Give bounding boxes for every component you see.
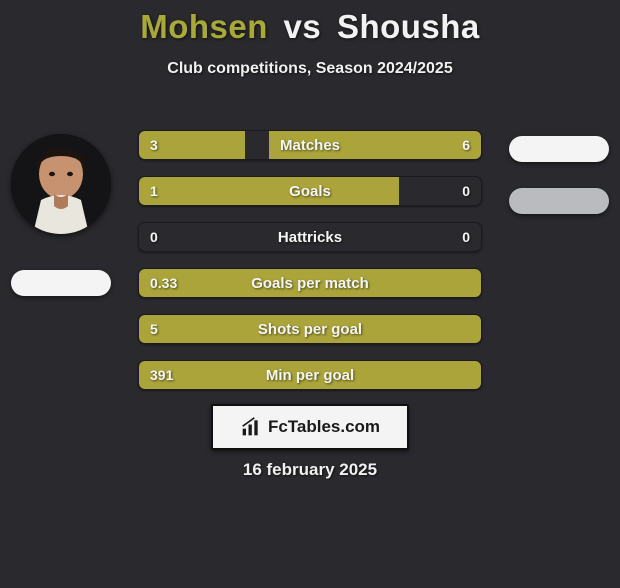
comparison-title: Mohsen vs Shousha xyxy=(0,8,620,46)
stat-row: 00Hattricks xyxy=(138,222,482,252)
stat-row: 10Goals xyxy=(138,176,482,206)
stat-label: Goals per match xyxy=(139,269,481,297)
brand-badge: FcTables.com xyxy=(211,404,409,450)
vs-label: vs xyxy=(284,8,322,45)
stat-bars: 36Matches 10Goals 00Hattricks 0.33Goals per… xyxy=(138,130,482,406)
date-label: 16 february 2025 xyxy=(0,460,620,480)
stat-label: Matches xyxy=(139,131,481,159)
player1-avatar xyxy=(11,134,111,234)
player2-club-pill xyxy=(509,188,609,214)
stat-label: Shots per goal xyxy=(139,315,481,343)
brand-text: FcTables.com xyxy=(268,417,380,437)
stat-row: 36Matches xyxy=(138,130,482,160)
player1-club-pill xyxy=(11,270,111,296)
avatar-placeholder-icon xyxy=(11,134,111,234)
stat-row: 391Min per goal xyxy=(138,360,482,390)
subtitle: Club competitions, Season 2024/2025 xyxy=(0,60,620,78)
stat-row: 5Shots per goal xyxy=(138,314,482,344)
brand-chart-icon xyxy=(240,417,262,437)
player2-avatar-pill xyxy=(509,136,609,162)
stat-label: Goals xyxy=(139,177,481,205)
player1-name: Mohsen xyxy=(140,8,268,45)
stat-row: 0.33Goals per match xyxy=(138,268,482,298)
player2-name: Shousha xyxy=(337,8,480,45)
stat-label: Min per goal xyxy=(139,361,481,389)
player1-column xyxy=(6,134,116,296)
player2-column xyxy=(504,134,614,214)
stat-label: Hattricks xyxy=(139,223,481,251)
